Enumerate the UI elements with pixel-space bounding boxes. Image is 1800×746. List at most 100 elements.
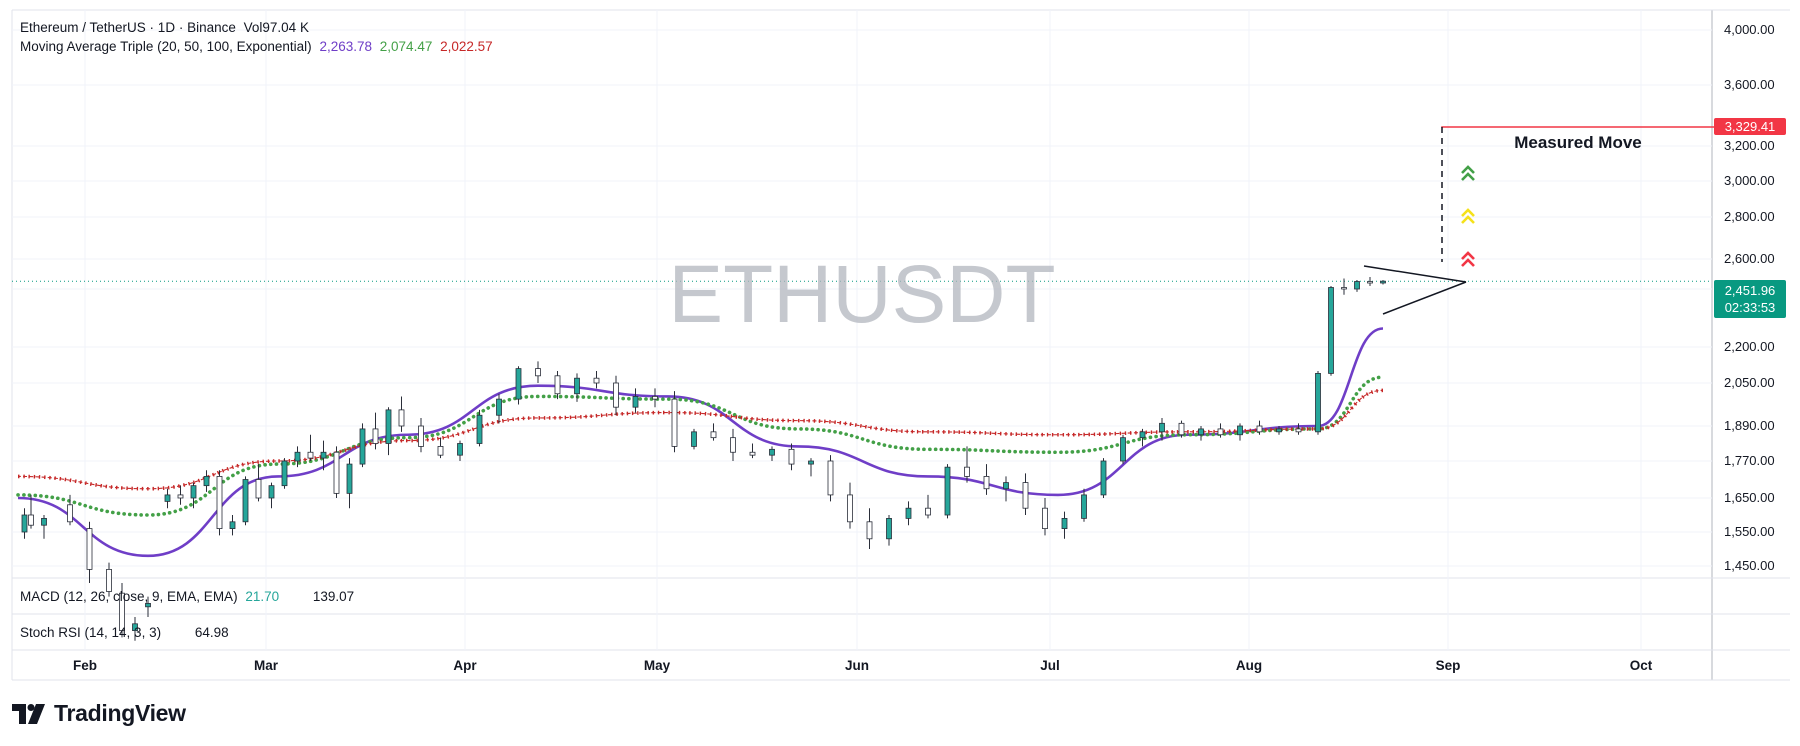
candle-body: [307, 451, 314, 459]
candle: [1354, 280, 1360, 292]
candle-body: [1315, 372, 1321, 433]
candle-body: [1042, 507, 1048, 530]
candle: [1120, 434, 1126, 465]
tradingview-brand[interactable]: TradingView: [12, 700, 186, 727]
candle-body: [359, 428, 366, 465]
time-tick-label: Jun: [845, 658, 869, 673]
candle: [132, 617, 138, 641]
symbol-legend: Ethereum / TetherUS · 1D · Binance Vol97…: [20, 20, 313, 35]
candle-body: [242, 479, 249, 523]
price-tick-label: 1,770.00: [1724, 453, 1775, 468]
time-tick-label: May: [644, 658, 671, 673]
candle: [1042, 498, 1048, 536]
candle-body: [1178, 422, 1185, 436]
candle-body: [229, 521, 236, 529]
candle-body: [593, 377, 600, 384]
time-tick-label: Oct: [1630, 658, 1653, 673]
candle: [229, 515, 236, 536]
candle: [1295, 423, 1302, 435]
candle: [866, 508, 873, 549]
candle: [106, 562, 112, 597]
candle: [925, 494, 931, 519]
candle-body: [847, 494, 853, 523]
candle: [119, 583, 125, 638]
candle: [28, 494, 34, 529]
candle: [1237, 423, 1243, 441]
candle: [1328, 286, 1334, 376]
chevron-up-icon: [1461, 208, 1475, 217]
candle-body: [476, 414, 483, 444]
price-tick-label: 3,200.00: [1724, 138, 1775, 153]
candle: [1139, 428, 1146, 447]
candle-body: [132, 623, 138, 631]
candle-body: [281, 460, 288, 487]
candle: [554, 371, 561, 400]
candle: [190, 482, 197, 509]
chevron-up-icon: [1461, 165, 1475, 174]
candle: [671, 391, 678, 453]
candle-body: [905, 507, 912, 519]
candle: [886, 515, 892, 546]
candle-body: [1354, 281, 1360, 290]
candle: [574, 373, 580, 402]
volume-label: Vol: [243, 20, 263, 35]
ema100-value: 2,022.57: [440, 39, 493, 54]
candle-body: [788, 448, 795, 465]
price-tick-label: 2,050.00: [1724, 375, 1775, 390]
candle: [457, 440, 463, 461]
candle: [242, 476, 249, 526]
candle-body: [944, 466, 951, 516]
target-line: [1441, 126, 1714, 128]
chevron-up-icon: [1461, 251, 1475, 260]
price-tick-label: 3,600.00: [1724, 77, 1775, 92]
ma-series-ema20: [17, 327, 1384, 558]
candle: [1341, 278, 1347, 295]
candle: [294, 446, 301, 468]
candle: [1003, 476, 1009, 502]
candle: [145, 596, 151, 617]
symbol-line: Ethereum / TetherUS · 1D · Binance: [20, 20, 236, 35]
candle: [1256, 420, 1263, 435]
candle: [1159, 417, 1165, 441]
ma-legend: Moving Average Triple (20, 50, 100, Expo…: [20, 39, 497, 54]
candle-body: [457, 443, 463, 456]
ma-series-ema100-cross: [17, 389, 1384, 490]
target-price-tag: 3,329.41: [1714, 118, 1786, 135]
candle: [86, 521, 93, 583]
candle-body: [67, 504, 73, 523]
candle-body: [554, 375, 561, 395]
current-price-value: 2,451.96: [1724, 283, 1776, 298]
candle-body: [983, 476, 990, 490]
candle-body: [145, 603, 151, 608]
candle: [827, 455, 834, 502]
candle: [515, 366, 522, 405]
volume-value: 97.04 K: [262, 20, 309, 35]
ma-series-ema100: [17, 388, 1384, 491]
tradingview-wordmark: TradingView: [54, 700, 186, 726]
candle: [632, 388, 639, 413]
candle: [320, 440, 327, 471]
candle: [1100, 458, 1107, 498]
candle-body: [632, 396, 639, 408]
candle: [730, 428, 736, 461]
candle-body: [1061, 518, 1068, 530]
candle: [1198, 426, 1204, 441]
candle-body: [164, 494, 171, 502]
candle: [905, 501, 912, 526]
candle-body: [496, 398, 502, 416]
price-tick-label: 3,000.00: [1724, 173, 1775, 188]
candle-body: [255, 479, 262, 499]
candle-body: [86, 528, 93, 570]
candle-body: [1256, 425, 1263, 433]
candle: [398, 396, 405, 432]
candle: [944, 464, 951, 519]
symbol-watermark: ETHUSDT: [668, 249, 1055, 340]
candle-body: [1367, 281, 1373, 284]
candle: [652, 388, 658, 408]
breakout-arrow-icon: [1461, 251, 1475, 267]
candle-body: [652, 396, 658, 400]
candle: [788, 443, 795, 471]
candle-body: [1159, 422, 1165, 433]
bar-countdown: 02:33:53: [1724, 300, 1776, 315]
